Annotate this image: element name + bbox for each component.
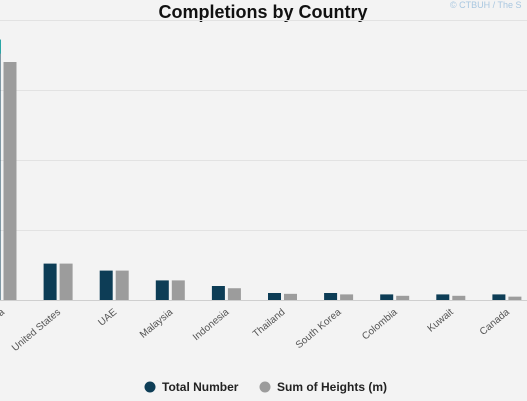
- bar-total-number-a[interactable]: [0, 39, 1, 300]
- legend-label-sum-of-heights-m: Sum of Heights (m): [277, 380, 387, 394]
- bar-sum-of-heights-m-kuwait[interactable]: [452, 295, 466, 300]
- bar-sum-of-heights-m-thailand[interactable]: [284, 293, 297, 300]
- bar-sum-of-heights-m-colombia[interactable]: [396, 295, 410, 300]
- bar-total-number-uae[interactable]: [99, 270, 113, 300]
- tick-label-a: a: [0, 307, 7, 319]
- bar-sum-of-heights-m-united-states[interactable]: [59, 263, 73, 300]
- bar-sum-of-heights-m-a[interactable]: [3, 62, 17, 300]
- credit-text: © CTBUH / The S: [450, 0, 521, 10]
- legend-item-total-number[interactable]: Total Number: [144, 380, 239, 394]
- bar-total-number-indonesia[interactable]: [211, 286, 225, 300]
- bar-sum-of-heights-m-uae[interactable]: [115, 270, 129, 300]
- bar-total-number-canada[interactable]: [492, 294, 506, 300]
- legend-label-total-number: Total Number: [162, 380, 239, 394]
- chart-title: Completions by Country: [158, 2, 367, 22]
- bar-total-number-malaysia[interactable]: [155, 280, 169, 300]
- bar-sum-of-heights-m-malaysia[interactable]: [171, 280, 185, 300]
- bar-sum-of-heights-m-south-korea[interactable]: [340, 294, 354, 300]
- legend-marker-total-number: [144, 381, 156, 393]
- bar-total-number-south-korea[interactable]: [324, 293, 338, 300]
- bar-total-number-united-states[interactable]: [43, 263, 57, 300]
- legend-item-sum-of-heights-m[interactable]: Sum of Heights (m): [259, 380, 388, 394]
- bar-sum-of-heights-m-indonesia[interactable]: [227, 288, 241, 300]
- bar-total-number-kuwait[interactable]: [436, 294, 450, 300]
- bar-sum-of-heights-m-canada[interactable]: [508, 296, 522, 300]
- gridlines: [0, 20, 527, 231]
- bars: [0, 39, 522, 300]
- bar-total-number-colombia[interactable]: [380, 294, 394, 300]
- bar-total-number-thailand[interactable]: [268, 293, 281, 300]
- legend-marker-sum-of-heights-m: [259, 381, 271, 393]
- legend[interactable]: Total Number Sum of Heights (m): [144, 380, 388, 394]
